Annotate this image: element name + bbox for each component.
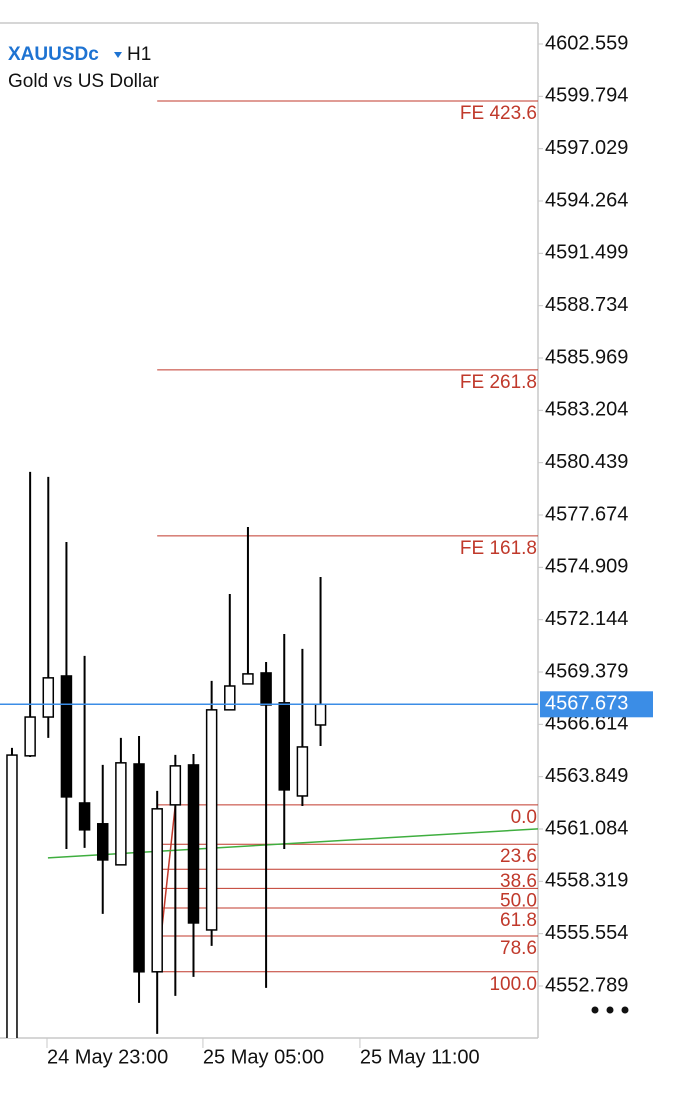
dot[interactable] <box>621 1006 629 1014</box>
y-tick-label: 4580.439 <box>545 451 628 473</box>
y-tick-label: 4599.794 <box>545 85 628 107</box>
y-tick-label: 4572.144 <box>545 608 628 630</box>
plot-area <box>0 100 538 1038</box>
candle-body <box>6 754 18 1038</box>
candle-body <box>169 765 182 806</box>
current-price-label: 4567.673 <box>545 693 628 715</box>
current-price-box <box>540 691 653 718</box>
candle-body <box>187 764 200 924</box>
fib-label: 38.6 <box>500 871 537 892</box>
candle-body <box>278 702 290 791</box>
fib-label: 100.0 <box>489 974 537 995</box>
fib-label: 61.8 <box>500 910 537 931</box>
fib-label: 23.6 <box>500 846 537 867</box>
y-tick-label: 4594.264 <box>545 189 628 211</box>
trendline <box>47 828 538 859</box>
y-tick-label: 4591.499 <box>545 242 628 264</box>
symbol-dropdown-arrow[interactable] <box>114 52 122 58</box>
candle-body <box>42 677 55 718</box>
x-tick-label: 25 May 11:00 <box>360 1046 480 1068</box>
y-tick-label: 4585.969 <box>545 346 628 368</box>
y-tick-label: 4555.554 <box>545 922 628 944</box>
fib-label: FE 161.8 <box>460 538 537 559</box>
fib-label: 50.0 <box>500 890 537 911</box>
candle-body <box>314 703 327 726</box>
y-tick-label: 4583.204 <box>545 399 628 421</box>
y-tick-label: 4563.849 <box>545 765 628 787</box>
candle-body <box>60 675 73 798</box>
candle-body <box>260 672 272 706</box>
y-tick-label: 4574.909 <box>545 556 628 578</box>
dot[interactable] <box>606 1006 614 1014</box>
y-tick-label: 4558.319 <box>545 870 628 892</box>
candle-body <box>115 762 127 866</box>
candle-body <box>78 802 91 831</box>
fib-label: FE 261.8 <box>460 372 537 393</box>
more-menu[interactable] <box>591 1006 629 1014</box>
dot[interactable] <box>591 1006 599 1014</box>
candle-body <box>133 763 145 973</box>
axes: 4602.559 4599.794 4597.029 4594.264 4591.499… <box>46 32 653 1068</box>
timeframe[interactable]: H1 <box>127 44 151 65</box>
candle-body <box>151 808 163 973</box>
candle-body <box>205 709 218 931</box>
y-tick-label: 4569.379 <box>545 660 628 682</box>
y-tick-label: 4597.029 <box>545 137 628 159</box>
symbol[interactable]: XAUUSDc <box>8 44 99 65</box>
candle-body <box>224 685 236 711</box>
fib-label: 0.0 <box>511 807 537 828</box>
y-tick-label: 4561.084 <box>545 817 628 839</box>
candle-body <box>24 716 36 757</box>
y-tick-label: 4588.734 <box>545 294 628 316</box>
fib-label: 78.6 <box>500 938 537 959</box>
candle-body <box>296 746 309 797</box>
x-tick-label: 25 May 05:00 <box>203 1046 324 1068</box>
candle-body <box>242 673 254 685</box>
y-tick-label: 4577.674 <box>545 503 628 525</box>
y-tick-label: 4602.559 <box>545 32 628 54</box>
y-tick-label: 4552.789 <box>545 974 628 996</box>
x-tick-label: 24 May 23:00 <box>47 1046 168 1068</box>
fib-label: FE 423.6 <box>460 103 537 124</box>
candle-body <box>96 823 109 861</box>
y-tick-label: 4566.614 <box>545 713 628 735</box>
symbol-description: Gold vs US Dollar <box>8 71 160 92</box>
